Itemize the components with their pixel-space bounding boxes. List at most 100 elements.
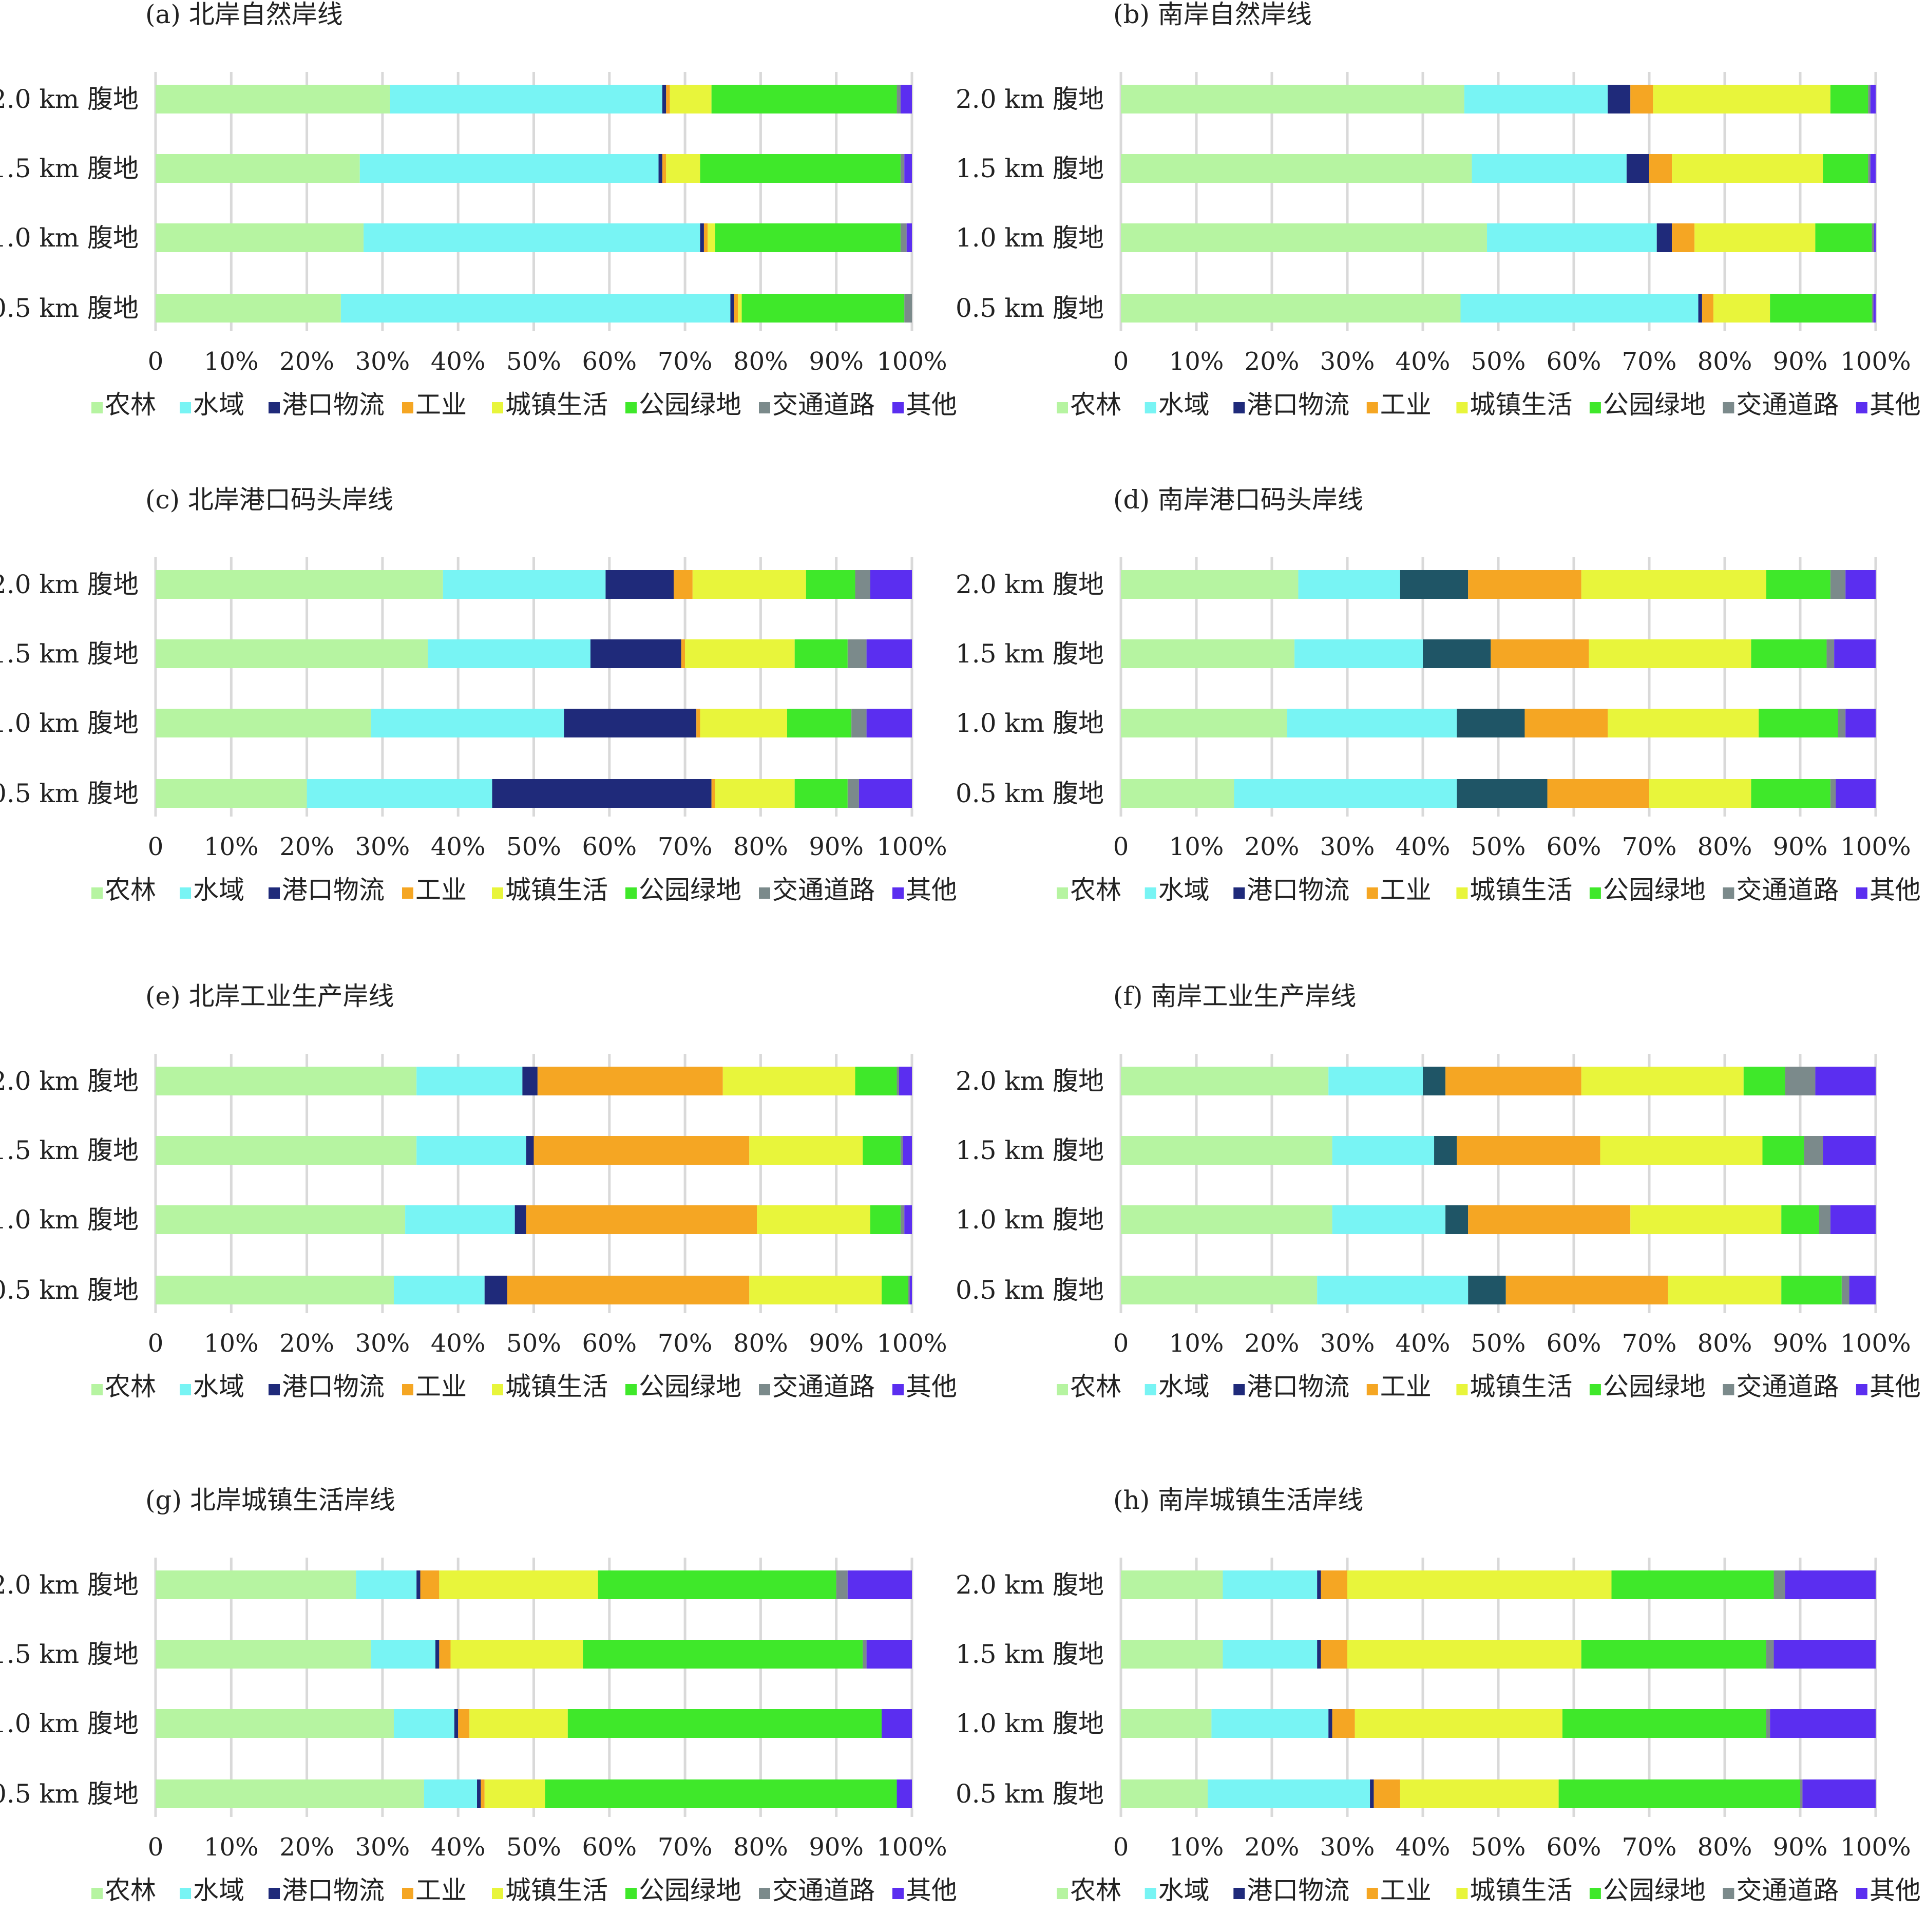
x-tick-label: 70%: [658, 347, 713, 376]
x-tick-label: 30%: [1320, 1833, 1375, 1862]
category-label: 1.0 km 腹地: [0, 1205, 139, 1235]
legend-swatch: [1057, 887, 1068, 899]
legend-label: 农林: [1070, 390, 1121, 420]
x-tick-label: 100%: [1840, 832, 1911, 861]
legend-label: 交通道路: [772, 875, 875, 905]
x-tick-label: 20%: [1245, 347, 1300, 376]
legend-swatch: [269, 887, 280, 899]
legend-swatch: [759, 1384, 770, 1395]
legend-label: 农林: [105, 1876, 156, 1905]
legend-label: 工业: [1380, 1876, 1432, 1905]
bar-segment: [1743, 1067, 1785, 1095]
x-tick-label: 100%: [1840, 1833, 1911, 1862]
legend-swatch: [1145, 1888, 1156, 1899]
bar-segment: [1460, 294, 1699, 323]
x-tick-label: 20%: [1245, 832, 1300, 861]
x-tick-label: 40%: [1396, 1833, 1451, 1862]
x-tick-label: 90%: [809, 1833, 864, 1862]
x-tick-label: 30%: [1320, 347, 1375, 376]
bar-segment: [156, 639, 428, 668]
bar-segment: [156, 1779, 424, 1808]
bar-segment: [416, 1136, 526, 1165]
chart-panel: (f) 南岸工业生产岸线 2.0 km 腹地 1.5 km 腹地 1.0 km 腹地 0…: [956, 981, 1921, 1401]
bar-segment: [439, 1640, 451, 1669]
bar-segment: [1317, 1276, 1469, 1304]
bar-segment: [900, 154, 905, 183]
bar-segment: [1400, 1779, 1559, 1808]
bar-segment: [340, 294, 731, 323]
x-tick-label: 50%: [1471, 347, 1526, 376]
bar-segment: [1121, 1276, 1318, 1304]
legend-label: 农林: [1070, 1876, 1121, 1905]
bar-segment: [674, 570, 693, 599]
bar-segment: [477, 1779, 481, 1808]
legend-label: 港口物流: [1247, 1372, 1349, 1401]
legend-swatch: [1057, 1384, 1068, 1395]
legend-swatch: [269, 1888, 280, 1899]
legend-swatch: [892, 402, 904, 413]
category-label: 2.0 km 腹地: [956, 1066, 1104, 1096]
bar-segment: [156, 1709, 394, 1738]
bar-segment: [1830, 85, 1868, 113]
bar-segment: [863, 1136, 901, 1165]
legend-swatch: [91, 1384, 103, 1395]
bar-segment: [741, 294, 905, 323]
bar-segment: [670, 85, 712, 113]
x-tick-label: 80%: [1698, 1833, 1752, 1862]
legend-swatch: [1723, 887, 1734, 899]
x-tick-label: 70%: [1622, 832, 1677, 861]
bar-segment: [1121, 223, 1487, 252]
chart-panel: (h) 南岸城镇生活岸线 2.0 km 腹地 1.5 km 腹地 1.0 km 腹地 0…: [956, 1485, 1921, 1905]
bar-segment: [156, 85, 390, 113]
legend-label: 其他: [1870, 1876, 1921, 1905]
bar-segment: [703, 223, 708, 252]
bar-segment: [1713, 294, 1770, 323]
category-label: 1.5 km 腹地: [0, 1639, 139, 1669]
bar-segment: [1468, 1205, 1631, 1234]
bar-segment: [526, 1136, 534, 1165]
bar-segment: [1653, 85, 1830, 113]
bar-segment: [420, 1570, 440, 1599]
bar-segment: [696, 709, 700, 737]
bar-segment: [847, 639, 867, 668]
bar-segment: [416, 1067, 523, 1095]
bar-segment: [1766, 1709, 1770, 1738]
legend-swatch: [1145, 1384, 1156, 1395]
x-tick-label: 80%: [733, 347, 788, 376]
bar-segment: [507, 1276, 750, 1304]
category-label: 2.0 km 腹地: [956, 570, 1104, 599]
legend-label: 公园绿地: [639, 390, 741, 420]
x-tick-label: 90%: [1773, 1833, 1828, 1862]
legend-label: 城镇生活: [505, 390, 608, 420]
x-tick-label: 100%: [1840, 347, 1911, 376]
chart-panel: (e) 北岸工业生产岸线 2.0 km 腹地 1.5 km 腹地 1.0 km 腹地 0…: [0, 981, 957, 1401]
legend-swatch: [1456, 402, 1468, 413]
bar-segment: [1870, 85, 1876, 113]
bar-segment: [1815, 223, 1872, 252]
bar-segment: [1608, 85, 1631, 113]
legend-swatch: [492, 1888, 503, 1899]
legend-swatch: [892, 1888, 904, 1899]
bar-segment: [156, 294, 341, 323]
bar-segment: [1287, 709, 1457, 737]
bar-segment: [757, 1205, 870, 1234]
bar-segment: [1800, 1779, 1803, 1808]
chart-panel: (b) 南岸自然岸线 2.0 km 腹地 1.5 km 腹地 1.0 km 腹地 0.5…: [956, 0, 1921, 420]
bar-segment: [356, 1570, 417, 1599]
legend-swatch: [180, 402, 191, 413]
category-label: 1.0 km 腹地: [956, 708, 1104, 738]
bar-segment: [909, 1276, 912, 1304]
category-label: 1.0 km 腹地: [0, 1709, 139, 1738]
x-tick-label: 50%: [1471, 832, 1526, 861]
bar-segment: [1434, 1136, 1457, 1165]
bar-segment: [1836, 779, 1876, 808]
x-tick-label: 60%: [1547, 1833, 1601, 1862]
x-tick-label: 40%: [431, 347, 486, 376]
legend-label: 公园绿地: [1603, 875, 1706, 905]
legend-label: 水域: [1158, 1372, 1210, 1401]
bar-segment: [1802, 1779, 1876, 1808]
legend-label: 城镇生活: [1470, 390, 1572, 420]
bar-segment: [435, 1640, 440, 1669]
bar-segment: [715, 223, 901, 252]
legend-swatch: [1723, 402, 1734, 413]
